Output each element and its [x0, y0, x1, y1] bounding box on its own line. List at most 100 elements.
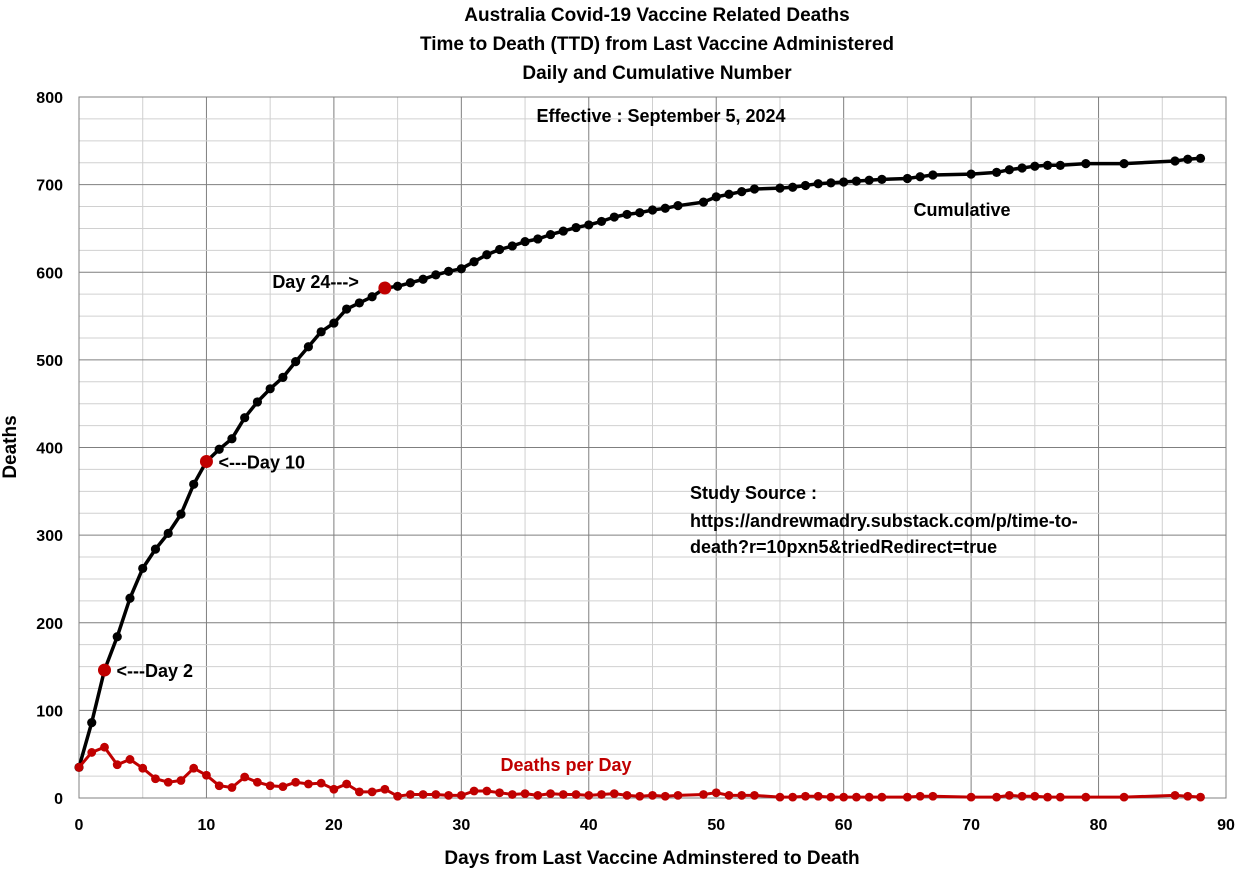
- daily-data-point: [393, 791, 403, 801]
- daily-data-point: [915, 791, 925, 801]
- daily-data-point: [966, 792, 976, 802]
- cumulative-data-point: [1170, 156, 1180, 166]
- daily-data-point: [329, 784, 339, 794]
- cumulative-data-point: [915, 172, 925, 182]
- cumulative-data-point: [138, 563, 148, 574]
- daily-data-point: [737, 790, 747, 800]
- cumulative-data-point: [1017, 163, 1027, 173]
- daily-data-point: [214, 781, 224, 791]
- cumulative-data-point: [329, 318, 339, 328]
- cumulative-data-point: [189, 479, 199, 489]
- x-tick-label: 70: [962, 817, 980, 834]
- daily-data-point: [864, 792, 874, 802]
- cumulative-data-point: [125, 593, 135, 603]
- daily-series-label: Deaths per Day: [500, 755, 631, 775]
- cumulative-data-point: [1004, 165, 1014, 175]
- cumulative-data-point: [609, 212, 619, 222]
- daily-data-point: [202, 770, 211, 780]
- daily-data-point: [304, 779, 313, 789]
- y-tick-label: 800: [36, 90, 63, 107]
- daily-data-point: [431, 790, 441, 799]
- daily-data-point: [482, 786, 492, 796]
- cumulative-data-point: [163, 528, 173, 538]
- daily-data-point: [699, 790, 708, 799]
- cumulative-data-point: [367, 292, 377, 302]
- daily-data-point: [1196, 792, 1205, 802]
- cumulative-data-point: [214, 444, 224, 454]
- y-axis-ticks: 0 100 200 300 400 500 600 700 800: [36, 90, 63, 808]
- highlight-label: <---Day 10: [218, 453, 305, 473]
- cumulative-data-point: [596, 216, 607, 227]
- cumulative-data-point: [545, 229, 556, 240]
- daily-data-point: [1055, 792, 1065, 802]
- cumulative-data-point: [584, 220, 594, 230]
- cumulative-data-point: [1030, 161, 1040, 171]
- cumulative-data-point: [150, 544, 161, 554]
- x-tick-label: 60: [835, 817, 853, 834]
- cumulative-data-point: [240, 413, 250, 423]
- daily-data-point: [788, 792, 798, 802]
- cumulative-data-point: [737, 187, 747, 197]
- y-tick-label: 600: [36, 265, 63, 282]
- daily-data-point: [265, 781, 275, 791]
- cumulative-data-point: [227, 434, 237, 444]
- daily-data-point: [163, 777, 173, 787]
- highlight-point: [378, 281, 392, 295]
- source-url-line-1: https://andrewmadry.substack.com/p/time-…: [690, 511, 1078, 531]
- chart-subtitle: Effective : September 5, 2024: [536, 106, 785, 126]
- x-tick-label: 20: [325, 817, 343, 834]
- highlight-points: <---Day 2 <---Day 10 Day 24--->: [97, 272, 392, 681]
- x-tick-label: 10: [198, 817, 216, 834]
- cumulative-data-point: [788, 182, 798, 192]
- daily-data-point: [571, 790, 581, 799]
- daily-data-point: [227, 783, 237, 792]
- daily-data-point: [1170, 790, 1180, 800]
- cumulative-data-point: [813, 179, 823, 189]
- daily-data-point: [495, 788, 504, 798]
- daily-data-point: [1081, 792, 1091, 802]
- daily-data-point: [902, 792, 912, 802]
- daily-data-point: [775, 792, 785, 802]
- cumulative-data-point: [316, 327, 326, 337]
- cumulative-data-point: [826, 178, 836, 188]
- cumulative-data-point: [635, 208, 645, 218]
- chart-title-line-2: Time to Death (TTD) from Last Vaccine Ad…: [420, 34, 894, 55]
- cumulative-data-point: [992, 167, 1002, 177]
- daily-data-point: [711, 788, 721, 798]
- cumulative-series-label: Cumulative: [913, 200, 1010, 220]
- x-tick-label: 80: [1090, 817, 1108, 834]
- cumulative-data-point: [851, 176, 862, 186]
- cumulative-data-point: [928, 170, 938, 180]
- daily-data-point: [648, 790, 657, 800]
- y-tick-label: 700: [36, 178, 63, 195]
- x-axis-label: Days from Last Vaccine Adminstered to De…: [444, 848, 859, 869]
- cumulative-data-point: [1183, 154, 1193, 164]
- cumulative-data-point: [1081, 158, 1091, 169]
- daily-data-point: [520, 789, 530, 799]
- cumulative-data-point: [1042, 160, 1053, 170]
- cumulative-data-point: [966, 169, 976, 179]
- cumulative-data-point: [291, 357, 301, 367]
- daily-data-point: [100, 742, 109, 752]
- series: [74, 153, 1206, 802]
- cumulative-data-point: [1195, 153, 1206, 163]
- y-tick-label: 400: [36, 441, 63, 458]
- chart-title-line-3: Daily and Cumulative Number: [522, 63, 792, 84]
- cumulative-data-point: [660, 203, 670, 213]
- cumulative-data-point: [354, 298, 364, 308]
- y-tick-label: 100: [36, 703, 63, 720]
- daily-data-point: [151, 774, 160, 784]
- daily-data-point: [253, 777, 262, 787]
- daily-data-point: [189, 763, 199, 773]
- daily-data-point: [367, 787, 377, 797]
- cumulative-data-point: [469, 257, 479, 267]
- cumulative-data-point: [647, 205, 658, 215]
- daily-data-point: [622, 790, 632, 800]
- daily-data-point: [546, 789, 555, 799]
- daily-data-point: [801, 791, 810, 801]
- daily-data-point: [928, 791, 938, 801]
- cumulative-data-point: [507, 241, 517, 251]
- daily-data-point: [74, 762, 84, 772]
- daily-data-point: [533, 790, 543, 800]
